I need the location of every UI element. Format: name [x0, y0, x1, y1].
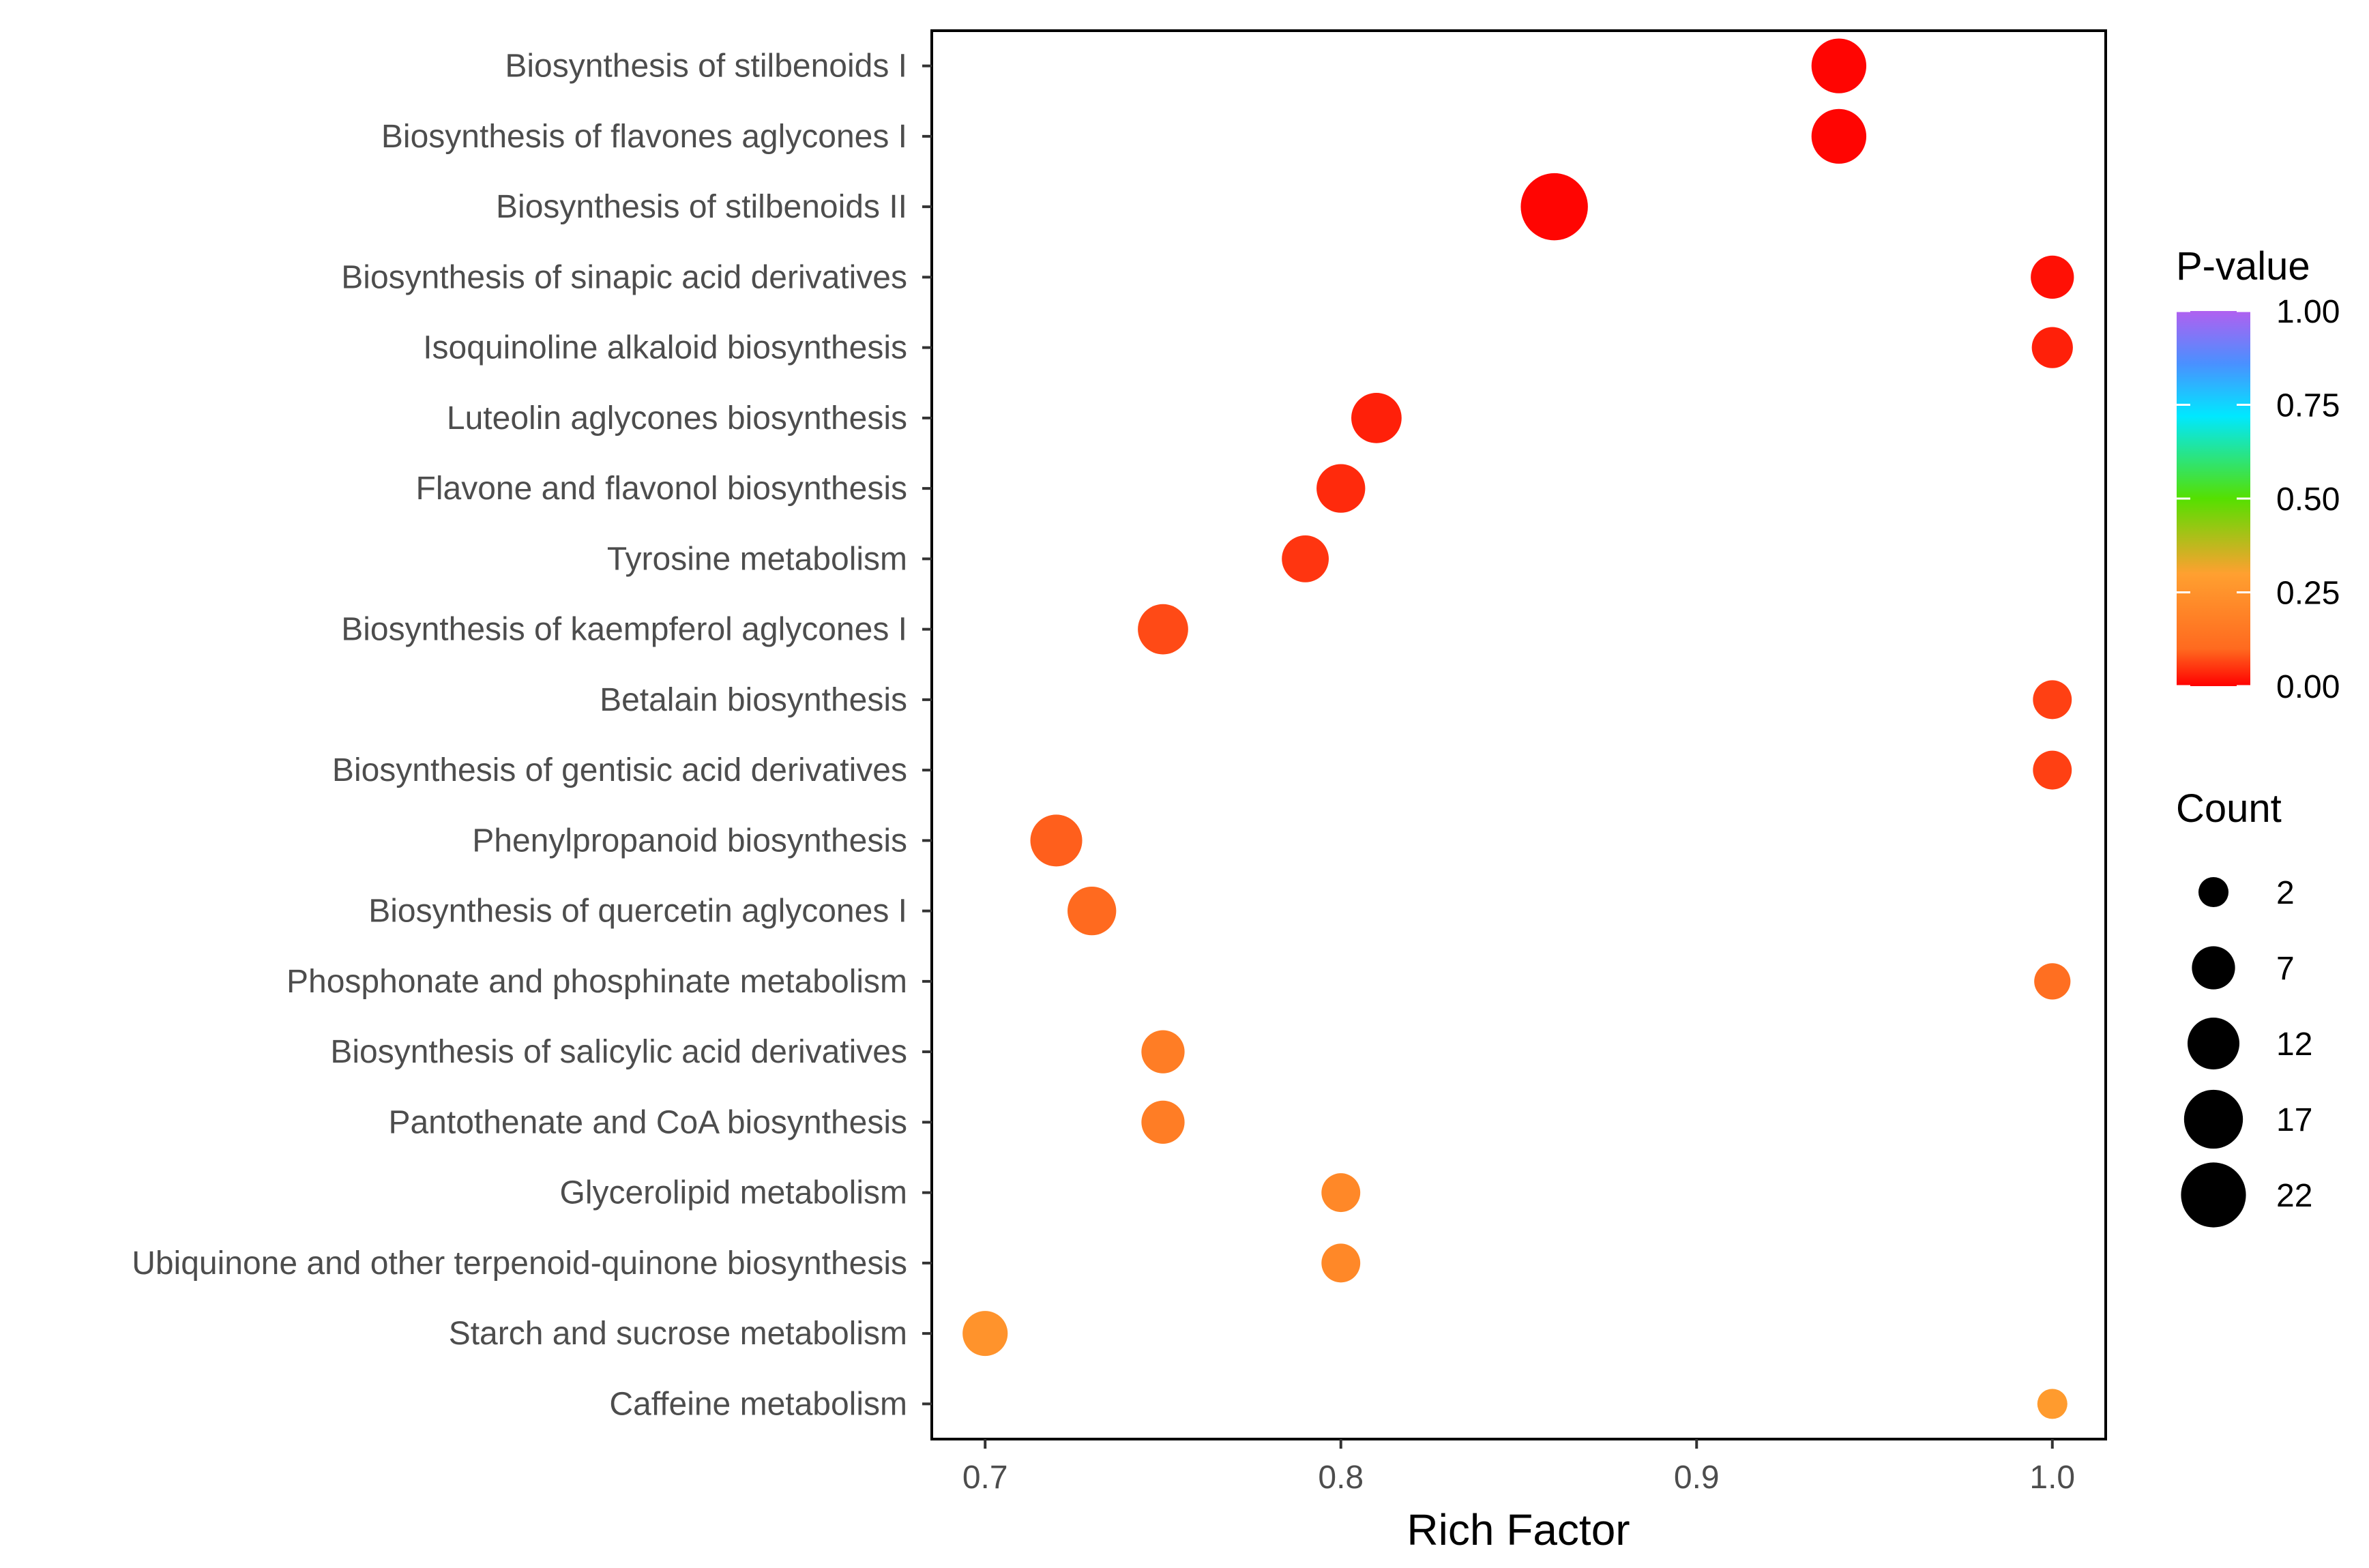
y-tick-label: Ubiquinone and other terpenoid-quinone b…	[132, 1245, 907, 1282]
count-legend-label: 7	[2276, 951, 2295, 987]
pvalue-legend-title: P-value	[2176, 244, 2310, 289]
y-tick-label: Biosynthesis of gentisic acid derivative…	[332, 752, 907, 788]
data-point	[1811, 108, 1867, 164]
data-point	[1030, 814, 1083, 867]
colorbar-tick-label: 1.00	[2276, 294, 2340, 330]
count-legend-key	[2187, 1017, 2240, 1070]
data-point	[2033, 750, 2072, 790]
y-tick-label: Biosynthesis of quercetin aglycones I	[368, 893, 907, 930]
data-point	[1141, 1100, 1185, 1144]
y-tick-label: Tyrosine metabolism	[607, 541, 907, 577]
data-point	[1321, 1243, 1361, 1283]
plot-panel	[930, 29, 2107, 1440]
pvalue-legend: P-value 0.00 0.25 0.50 0.75 1.00	[2176, 244, 2340, 705]
count-legend-label: 2	[2276, 875, 2295, 911]
count-legend-key	[2183, 1089, 2243, 1149]
x-axis-title: Rich Factor	[1407, 1505, 1630, 1554]
y-axis: Biosynthesis of stilbenoids I Biosynthesi…	[132, 48, 932, 1422]
y-tick-label: Phenylpropanoid biosynthesis	[472, 823, 907, 859]
data-point	[1141, 1030, 1185, 1074]
count-legend: Count 2 7 12 17 22	[2176, 786, 2312, 1228]
pvalue-colorbar-ticks: 0.00 0.25 0.50 0.75 1.00	[2177, 294, 2340, 705]
x-tick-label: 0.9	[1674, 1460, 1720, 1496]
data-point	[962, 1311, 1008, 1357]
data-point	[2037, 1389, 2068, 1419]
data-points	[962, 38, 2074, 1419]
count-legend-label: 17	[2276, 1102, 2312, 1138]
data-point	[1520, 173, 1588, 241]
x-tick-label: 0.7	[962, 1460, 1008, 1496]
colorbar-tick-label: 0.75	[2276, 388, 2340, 424]
data-point	[1321, 1173, 1361, 1213]
y-tick-label: Pantothenate and CoA biosynthesis	[388, 1104, 907, 1140]
data-point	[1282, 535, 1329, 582]
data-point	[2031, 327, 2073, 368]
y-tick-label: Betalain biosynthesis	[600, 682, 907, 718]
y-tick-label: Starch and sucrose metabolism	[449, 1316, 907, 1352]
data-point	[1068, 886, 1117, 936]
data-point	[1138, 604, 1188, 655]
y-tick-label: Biosynthesis of flavones aglycones I	[381, 119, 907, 155]
y-tick-label: Biosynthesis of kaempferol aglycones I	[341, 612, 907, 648]
data-point	[1316, 464, 1366, 513]
data-point	[1351, 393, 1402, 443]
x-tick-label: 0.8	[1318, 1460, 1364, 1496]
count-legend-key	[2181, 1162, 2246, 1228]
data-point	[2033, 680, 2072, 720]
y-tick-label: Biosynthesis of stilbenoids II	[496, 189, 907, 225]
count-legend-keys: 2 7 12 17 22	[2181, 875, 2312, 1228]
y-tick-label: Biosynthesis of stilbenoids I	[505, 48, 907, 85]
y-tick-label: Biosynthesis of salicylic acid derivativ…	[330, 1034, 907, 1070]
colorbar-tick-label: 0.25	[2276, 576, 2340, 612]
count-legend-title: Count	[2176, 786, 2282, 831]
y-tick-label: Luteolin aglycones biosynthesis	[447, 400, 907, 437]
count-legend-key	[2192, 946, 2235, 990]
y-tick-label: Phosphonate and phosphinate metabolism	[286, 964, 907, 1000]
count-legend-key	[2198, 876, 2229, 908]
data-point	[2031, 255, 2074, 299]
count-legend-label: 22	[2276, 1178, 2312, 1214]
colorbar-tick-label: 0.50	[2276, 482, 2340, 518]
data-point	[1811, 38, 1867, 93]
y-tick-label: Caffeine metabolism	[609, 1386, 907, 1422]
x-axis: 0.7 0.8 0.9 1.0	[962, 1439, 2075, 1496]
count-legend-label: 12	[2276, 1026, 2312, 1063]
y-tick-label: Flavone and flavonol biosynthesis	[416, 471, 907, 507]
y-tick-label: Isoquinoline alkaloid biosynthesis	[423, 330, 907, 366]
data-point	[2034, 963, 2071, 1000]
y-tick-label: Glycerolipid metabolism	[559, 1175, 907, 1211]
x-tick-label: 1.0	[2029, 1460, 2075, 1496]
colorbar-tick-label: 0.00	[2276, 669, 2340, 705]
y-tick-label: Biosynthesis of sinapic acid derivatives	[341, 259, 907, 295]
